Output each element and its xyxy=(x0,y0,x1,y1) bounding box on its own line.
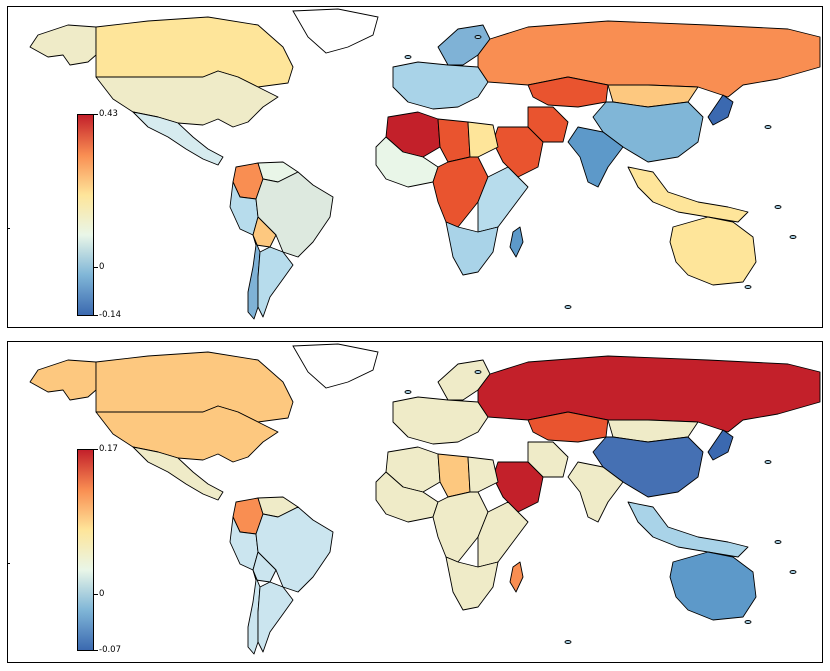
region-east-africa xyxy=(477,501,529,568)
region-greenland xyxy=(292,343,379,389)
map-panel-bottom xyxy=(7,341,823,663)
world-map-top xyxy=(29,8,821,320)
region-island xyxy=(789,235,797,239)
region-kazakhstan xyxy=(527,411,609,443)
colorbar-top-tick-max xyxy=(94,114,98,115)
region-east-africa xyxy=(477,166,529,233)
colorbar-bottom-tick-max xyxy=(94,449,98,450)
axis-tick xyxy=(7,228,10,229)
region-india xyxy=(567,461,624,523)
colorbar-bottom-tick-min xyxy=(94,650,98,651)
region-island xyxy=(564,305,572,309)
colorbar-bottom-zero-label: 0 xyxy=(99,589,105,599)
region-island xyxy=(564,640,572,644)
region-island xyxy=(474,370,482,374)
region-se-asia xyxy=(627,501,749,558)
colorbar-top-tick-zero xyxy=(94,267,98,268)
colorbar-bottom-tick-zero xyxy=(94,594,98,595)
region-egypt xyxy=(467,121,499,158)
region-island xyxy=(789,570,797,574)
region-madagascar xyxy=(509,561,524,593)
region-alaska xyxy=(29,359,97,401)
colorbar-top xyxy=(77,114,94,316)
colorbar-top-tick-min xyxy=(94,315,98,316)
region-southern-africa xyxy=(445,221,499,276)
colorbar-bottom xyxy=(77,449,94,651)
region-europe-west xyxy=(392,396,489,445)
region-north-america-canada xyxy=(95,16,294,88)
region-china xyxy=(592,436,704,498)
world-map-bottom xyxy=(29,343,821,655)
region-saudi xyxy=(492,126,544,178)
region-island xyxy=(744,285,752,289)
region-kazakhstan xyxy=(527,76,609,108)
map-panel-top xyxy=(7,6,823,328)
axis-tick xyxy=(7,563,10,564)
region-north-america-canada xyxy=(95,351,294,423)
region-island xyxy=(764,125,772,129)
region-madagascar xyxy=(509,226,524,258)
region-southern-africa xyxy=(445,556,499,611)
region-island xyxy=(404,390,412,394)
region-libya xyxy=(437,118,471,163)
region-japan xyxy=(707,94,734,126)
colorbar-bottom-min-label: -0.07 xyxy=(99,645,121,655)
region-argentina xyxy=(257,581,294,653)
region-australia xyxy=(669,216,757,286)
region-argentina xyxy=(257,246,294,318)
region-china xyxy=(592,101,704,163)
region-island xyxy=(744,620,752,624)
colorbar-bottom-max-label: 0.17 xyxy=(99,444,118,454)
region-egypt xyxy=(467,456,499,493)
region-island xyxy=(764,460,772,464)
colorbar-top-min-label: -0.14 xyxy=(99,310,121,320)
region-island xyxy=(404,55,412,59)
region-saudi xyxy=(492,461,544,513)
region-australia xyxy=(669,551,757,621)
region-india xyxy=(567,126,624,188)
colorbar-top-zero-label: 0 xyxy=(99,262,105,272)
region-europe-west xyxy=(392,61,489,110)
region-alaska xyxy=(29,24,97,66)
region-island xyxy=(474,35,482,39)
region-greenland xyxy=(292,8,379,54)
region-libya xyxy=(437,453,471,498)
region-mexico-central xyxy=(132,446,224,501)
colorbar-top-max-label: 0.43 xyxy=(99,109,118,119)
region-island xyxy=(774,205,782,209)
region-island xyxy=(774,540,782,544)
region-japan xyxy=(707,429,734,461)
region-mexico-central xyxy=(132,111,224,166)
region-se-asia xyxy=(627,166,749,223)
